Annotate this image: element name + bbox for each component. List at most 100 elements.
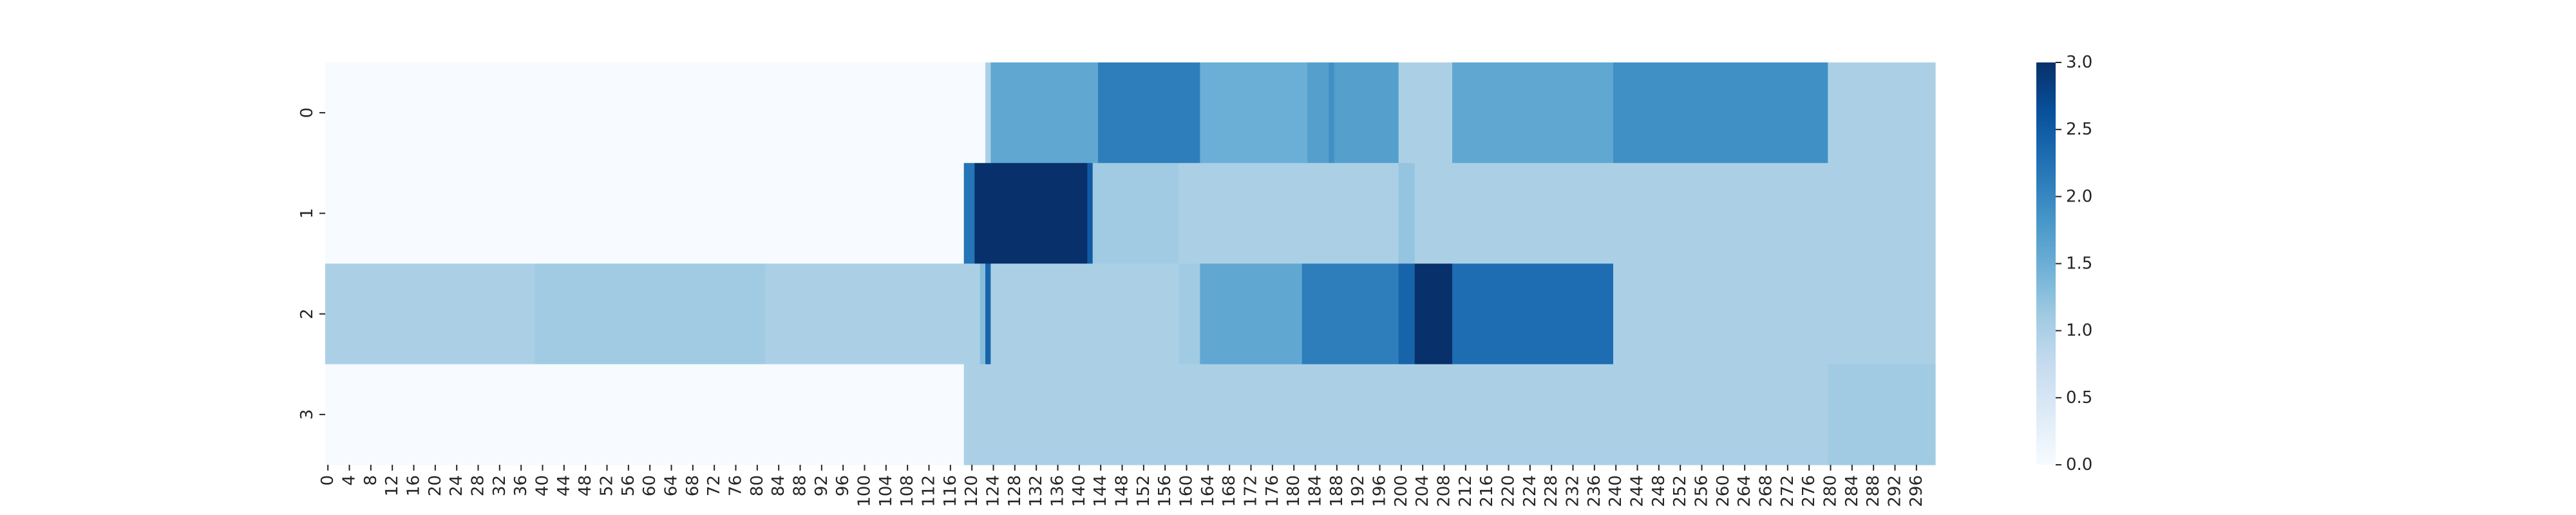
- colorbar-tick-label: 0.5: [2066, 388, 2092, 407]
- colorbar: 0.0 0.5 1.0 1.5 2.0 2.5 3.0: [2036, 53, 2092, 474]
- x-tick-label: 136: [1048, 475, 1068, 507]
- x-tick-label: 232: [1564, 475, 1583, 507]
- colorbar-tick-label: 2.0: [2066, 187, 2092, 206]
- heatmap-cell: [1334, 62, 1399, 164]
- heatmap-cell: [963, 163, 975, 265]
- x-tick-label: 128: [1005, 475, 1025, 507]
- heatmap-cell: [1200, 62, 1308, 164]
- heatmap-cell: [1307, 62, 1329, 164]
- x-tick-label: 88: [791, 475, 810, 496]
- x-tick-label: 284: [1842, 475, 1862, 507]
- x-tick-label: 276: [1799, 475, 1819, 507]
- x-tick-label: 12: [383, 475, 402, 496]
- x-tick-label: 292: [1886, 475, 1905, 507]
- heatmap-cell: [985, 62, 991, 164]
- x-tick-label: 120: [962, 475, 981, 507]
- x-axis: 0 4 8 12 16 20 24 28 32 36 40 44 48 52 56 60 64 68 72 76 80 8…: [318, 465, 1926, 507]
- x-tick-label: 84: [769, 475, 788, 496]
- heatmap-cell: [1613, 62, 1828, 164]
- x-tick-label: 28: [469, 475, 488, 496]
- heatmap-cell: [1613, 263, 1828, 365]
- heatmap-cell: [1398, 263, 1416, 365]
- x-tick-label: 60: [640, 475, 659, 496]
- x-tick-label: 228: [1542, 475, 1561, 507]
- x-tick-label: 172: [1242, 475, 1261, 507]
- x-tick-label: 152: [1134, 475, 1153, 507]
- x-tick-label: 64: [662, 475, 681, 496]
- heatmap-cell: [325, 62, 986, 164]
- heatmap-cell: [1828, 364, 1936, 465]
- heatmap-cell: [1098, 62, 1200, 164]
- x-tick-label: 248: [1649, 475, 1669, 507]
- heatmap-cell: [1414, 163, 1936, 265]
- y-tick-label: 2: [298, 308, 317, 319]
- colorbar-tick-label: 3.0: [2066, 53, 2092, 72]
- x-tick-label: 0: [318, 475, 337, 486]
- x-tick-label: 204: [1413, 475, 1432, 507]
- heatmap-cell: [980, 263, 986, 365]
- x-tick-label: 244: [1628, 475, 1647, 507]
- x-tick-label: 184: [1306, 475, 1325, 507]
- x-tick-label: 112: [920, 475, 939, 507]
- x-tick-label: 268: [1757, 475, 1776, 507]
- colorbar-gradient: [2036, 62, 2056, 465]
- x-tick-label: 144: [1091, 475, 1110, 507]
- heatmap-cell: [765, 263, 981, 365]
- heatmap-cell: [1828, 263, 1936, 365]
- x-tick-label: 56: [619, 475, 638, 496]
- x-tick-label: 16: [404, 475, 424, 496]
- x-tick-label: 40: [533, 475, 553, 496]
- x-tick-label: 116: [941, 475, 960, 507]
- heatmap-cells: [325, 62, 1936, 465]
- heatmap-cell: [325, 263, 535, 365]
- heatmap-cell: [990, 62, 1099, 164]
- x-tick-label: 260: [1714, 475, 1733, 507]
- x-tick-label: 36: [511, 475, 531, 496]
- heatmap-cell: [1200, 263, 1303, 365]
- heatmap-cell: [1087, 163, 1094, 265]
- x-tick-label: 140: [1070, 475, 1089, 507]
- heatmap-cell: [990, 263, 1179, 365]
- heatmap-cell: [535, 263, 766, 365]
- x-tick-label: 180: [1284, 475, 1303, 507]
- x-tick-label: 92: [812, 475, 831, 496]
- colorbar-tick-label: 2.5: [2066, 120, 2092, 139]
- x-tick-label: 80: [748, 475, 767, 496]
- x-tick-label: 240: [1606, 475, 1625, 507]
- x-tick-label: 100: [855, 475, 875, 507]
- x-tick-label: 168: [1220, 475, 1239, 507]
- x-tick-label: 108: [898, 475, 917, 507]
- heatmap-cell: [1828, 62, 1936, 164]
- x-tick-label: 124: [984, 475, 1003, 507]
- x-tick-label: 4: [340, 475, 359, 486]
- x-tick-label: 188: [1327, 475, 1347, 507]
- x-tick-label: 252: [1671, 475, 1690, 507]
- heatmap-cell: [1179, 163, 1399, 265]
- x-tick-label: 236: [1585, 475, 1604, 507]
- heatmap-cell: [974, 163, 1088, 265]
- x-tick-label: 256: [1692, 475, 1712, 507]
- x-tick-label: 96: [833, 475, 853, 496]
- x-tick-label: 76: [726, 475, 746, 496]
- heatmap-cell: [963, 364, 1828, 465]
- x-tick-label: 160: [1177, 475, 1197, 507]
- heatmap-cell: [1092, 163, 1179, 265]
- x-tick-label: 216: [1477, 475, 1497, 507]
- x-tick-label: 196: [1370, 475, 1390, 507]
- heatmap-cell: [1179, 263, 1200, 365]
- x-tick-label: 20: [426, 475, 445, 496]
- y-tick-label: 0: [298, 108, 317, 118]
- x-tick-label: 288: [1864, 475, 1883, 507]
- heatmap-cell: [1414, 263, 1453, 365]
- colorbar-tick-label: 0.0: [2066, 455, 2092, 474]
- x-tick-label: 156: [1155, 475, 1175, 507]
- x-tick-label: 132: [1027, 475, 1046, 507]
- y-axis: 0 1 2 3: [298, 108, 325, 420]
- x-tick-label: 72: [705, 475, 724, 496]
- heatmap-cell: [1398, 163, 1416, 265]
- x-tick-label: 32: [490, 475, 509, 496]
- x-tick-label: 44: [554, 475, 574, 496]
- heatmap-cell: [985, 263, 991, 365]
- x-tick-label: 280: [1821, 475, 1841, 507]
